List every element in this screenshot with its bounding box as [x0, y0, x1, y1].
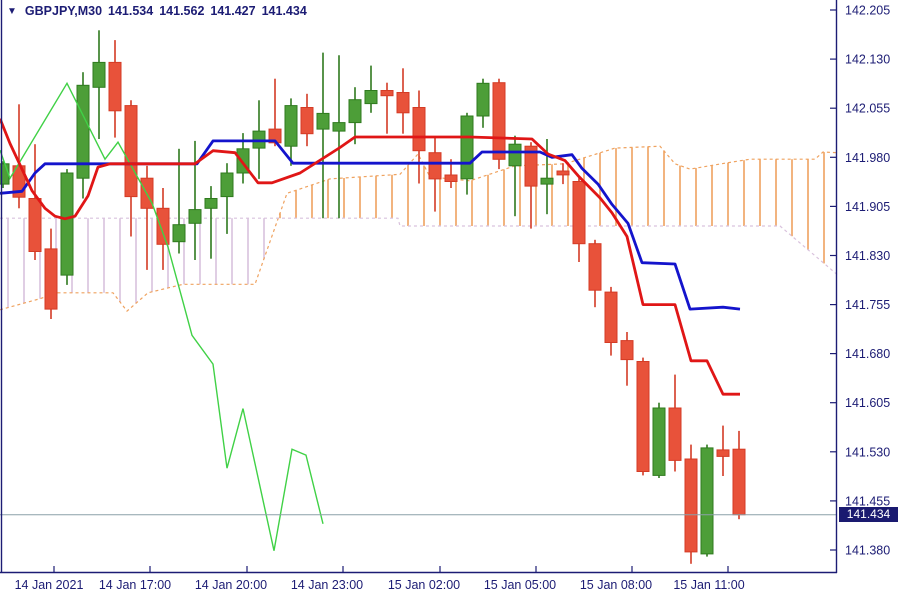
x-axis-label: 15 Jan 08:00	[580, 578, 652, 592]
candle-body	[332, 122, 346, 132]
candle-body	[540, 177, 554, 185]
candle-body	[108, 61, 122, 112]
candle-body	[172, 224, 186, 243]
candle-body	[284, 105, 298, 147]
candle-body	[60, 172, 74, 276]
y-axis-label: 141.755	[845, 298, 890, 312]
ohlc-open: 141.534	[108, 4, 154, 18]
x-axis-label: 15 Jan 02:00	[388, 578, 460, 592]
symbol-dropdown-arrow-icon[interactable]: ▼	[7, 5, 17, 17]
candle-body	[364, 90, 378, 105]
x-axis-label: 14 Jan 23:00	[291, 578, 363, 592]
candle-body	[92, 61, 106, 88]
y-axis-label: 141.905	[845, 200, 890, 214]
candle-body	[204, 198, 218, 209]
y-axis-label: 141.980	[845, 151, 890, 165]
y-axis-label: 142.205	[845, 4, 890, 18]
candle-body	[716, 449, 730, 457]
candle-body	[316, 112, 330, 130]
candle-body	[156, 207, 170, 245]
ohlc-close: 141.434	[261, 4, 307, 18]
candle-body	[300, 107, 314, 135]
y-axis-label: 141.380	[845, 544, 890, 558]
indicator-lines	[0, 81, 741, 551]
y-axis-label: 141.830	[845, 249, 890, 263]
x-axis-label: 14 Jan 20:00	[195, 578, 267, 592]
x-axis-label: 14 Jan 17:00	[99, 578, 171, 592]
candle-body	[700, 447, 714, 555]
candle-body	[620, 340, 634, 361]
candle-body	[380, 90, 394, 97]
candle-body	[668, 407, 682, 461]
y-axis-label: 141.605	[845, 396, 890, 410]
candles	[0, 30, 746, 564]
candle-body	[652, 407, 666, 476]
candle-body	[28, 198, 42, 252]
x-axis-label: 14 Jan 2021	[15, 578, 84, 592]
candle-body	[348, 99, 362, 124]
ohlc-low: 141.427	[210, 4, 256, 18]
candle-body	[684, 458, 698, 553]
candle-body	[396, 92, 410, 114]
candle-body	[524, 145, 538, 187]
candle-body	[220, 172, 234, 198]
candle-body	[588, 243, 602, 291]
y-axis-label: 141.455	[845, 494, 890, 508]
y-axis-label: 141.530	[845, 445, 890, 459]
current-price-badge: 141.434	[839, 507, 898, 523]
kijun-sen-line	[0, 139, 741, 311]
chart-header: ▼ GBPJPY,M30 141.534 141.562 141.427 141…	[7, 4, 307, 18]
chikou-span-line	[0, 81, 324, 551]
candle-body	[572, 181, 586, 245]
candle-body	[428, 152, 442, 180]
candle-body	[556, 170, 570, 176]
ohlc-high: 141.562	[159, 4, 205, 18]
candle-body	[460, 115, 474, 180]
senkou-span-b-line	[0, 217, 838, 275]
candle-body	[492, 82, 506, 160]
y-axis-label: 141.680	[845, 347, 890, 361]
candle-body	[508, 143, 522, 167]
y-axis-label: 142.055	[845, 102, 890, 116]
candle-body	[412, 107, 426, 152]
tenkan-sen-line	[0, 118, 740, 396]
y-axis-label: 142.130	[845, 53, 890, 67]
candle-body	[124, 105, 138, 198]
x-axis-label: 15 Jan 11:00	[673, 578, 744, 592]
x-axis-time-scale[interactable]: 14 Jan 2021 14 Jan 17:00 14 Jan 20:00 14 Ja…	[15, 566, 745, 592]
candle-body	[188, 209, 202, 224]
senkou-span-a-line	[0, 145, 838, 312]
candle-body	[44, 248, 58, 310]
candle-body	[636, 361, 650, 472]
candle-body	[604, 291, 618, 344]
candle-body	[732, 448, 746, 516]
candle-body	[476, 82, 490, 117]
y-axis-price-scale[interactable]: 142.205 142.130 142.055 141.980 141.905 141.8…	[830, 4, 890, 558]
x-axis-label: 15 Jan 05:00	[484, 578, 556, 592]
symbol-period-label: GBPJPY,M30	[24, 4, 103, 18]
chart-frame	[0, 0, 838, 574]
candle-body	[444, 174, 458, 182]
